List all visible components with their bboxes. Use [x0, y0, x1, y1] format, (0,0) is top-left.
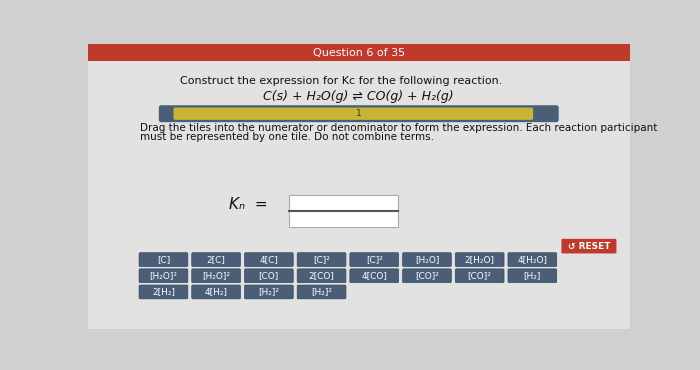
Text: 2[H₂]: 2[H₂] — [152, 287, 175, 296]
FancyBboxPatch shape — [402, 269, 452, 283]
FancyBboxPatch shape — [508, 253, 556, 266]
FancyBboxPatch shape — [192, 285, 241, 299]
Text: [CO]²: [CO]² — [468, 271, 491, 280]
FancyBboxPatch shape — [508, 269, 556, 283]
Text: [H₂O]²: [H₂O]² — [202, 271, 230, 280]
Text: [CO]: [CO] — [259, 271, 279, 280]
Text: 4[H₂]: 4[H₂] — [204, 287, 228, 296]
FancyBboxPatch shape — [244, 253, 293, 266]
FancyBboxPatch shape — [139, 253, 188, 266]
Text: [H₂]²: [H₂]² — [311, 287, 332, 296]
Text: 4[CO]: 4[CO] — [361, 271, 387, 280]
FancyBboxPatch shape — [192, 269, 241, 283]
Text: 4[C]: 4[C] — [260, 255, 279, 264]
FancyBboxPatch shape — [350, 253, 399, 266]
Text: [H₂O]: [H₂O] — [415, 255, 439, 264]
Text: 2[C]: 2[C] — [206, 255, 225, 264]
Text: [H₂]²: [H₂]² — [258, 287, 279, 296]
FancyBboxPatch shape — [455, 269, 504, 283]
Text: 4[H₂O]: 4[H₂O] — [517, 255, 547, 264]
Text: 1: 1 — [356, 109, 362, 118]
Text: ↺ RESET: ↺ RESET — [568, 242, 610, 250]
FancyBboxPatch shape — [174, 108, 533, 120]
Bar — [289, 195, 398, 212]
Text: Question 6 of 35: Question 6 of 35 — [313, 48, 405, 58]
Bar — [88, 44, 630, 61]
Text: [C]: [C] — [157, 255, 170, 264]
Text: Drag the tiles into the numerator or denominator to form the expression. Each re: Drag the tiles into the numerator or den… — [140, 122, 657, 132]
Text: C(s) + H₂O(g) ⇌ CO(g) + H₂(g): C(s) + H₂O(g) ⇌ CO(g) + H₂(g) — [263, 90, 454, 103]
FancyBboxPatch shape — [561, 239, 617, 253]
Text: Construct the expression for Kc for the following reaction.: Construct the expression for Kc for the … — [181, 76, 503, 86]
FancyBboxPatch shape — [297, 285, 346, 299]
Text: [C]²: [C]² — [313, 255, 330, 264]
Text: [C]²: [C]² — [366, 255, 383, 264]
Bar — [289, 210, 398, 227]
FancyBboxPatch shape — [297, 269, 346, 283]
FancyBboxPatch shape — [159, 105, 559, 122]
FancyBboxPatch shape — [350, 269, 399, 283]
Text: must be represented by one tile. Do not combine terms.: must be represented by one tile. Do not … — [140, 132, 434, 142]
Text: [H₂O]²: [H₂O]² — [150, 271, 178, 280]
Text: 2[CO]: 2[CO] — [309, 271, 335, 280]
FancyBboxPatch shape — [139, 285, 188, 299]
Text: 2[H₂O]: 2[H₂O] — [465, 255, 495, 264]
FancyBboxPatch shape — [244, 285, 293, 299]
Text: [H₂]: [H₂] — [524, 271, 541, 280]
FancyBboxPatch shape — [402, 253, 452, 266]
FancyBboxPatch shape — [192, 253, 241, 266]
Text: Kₙ  =: Kₙ = — [230, 197, 268, 212]
FancyBboxPatch shape — [297, 253, 346, 266]
FancyBboxPatch shape — [455, 253, 504, 266]
Text: [CO]²: [CO]² — [415, 271, 439, 280]
FancyBboxPatch shape — [139, 269, 188, 283]
FancyBboxPatch shape — [244, 269, 293, 283]
